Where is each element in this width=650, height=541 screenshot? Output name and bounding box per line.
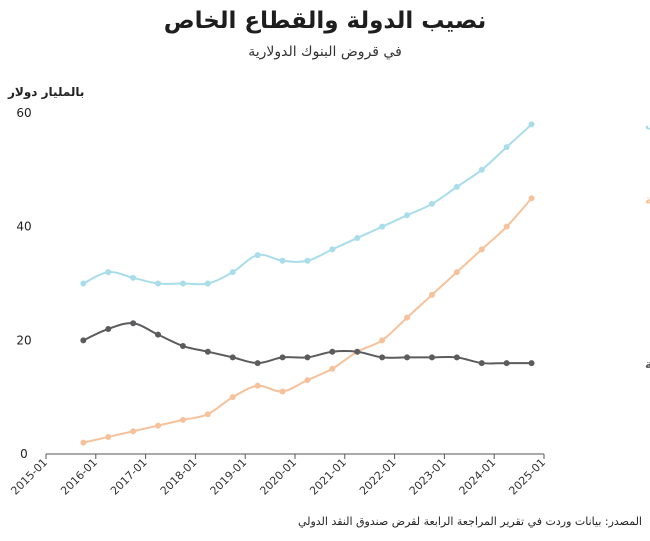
data-point xyxy=(503,144,510,151)
data-point xyxy=(453,269,460,276)
data-point xyxy=(105,325,112,332)
data-point xyxy=(155,280,162,287)
series-label: الدولة xyxy=(645,192,650,207)
x-tick-label: 2024-01 xyxy=(457,456,499,498)
x-tick-label: 2019-01 xyxy=(208,456,250,498)
x-tick-label: 2025-01 xyxy=(506,456,548,498)
data-point xyxy=(130,274,137,281)
source-note: المصدر: بيانات وردت في تقرير المراجعة ال… xyxy=(297,515,642,528)
data-point xyxy=(379,223,386,230)
data-point xyxy=(528,360,535,367)
data-point xyxy=(478,246,485,253)
data-point xyxy=(80,337,87,344)
data-point xyxy=(329,348,336,355)
data-point xyxy=(254,382,261,389)
x-tick-label: 2016-01 xyxy=(58,456,100,498)
data-point xyxy=(428,291,435,298)
data-point xyxy=(229,354,236,361)
chart-subtitle: في قروض البنوك الدولارية xyxy=(248,44,402,60)
chart-title: نصيب الدولة والقطاع الخاص xyxy=(163,8,487,34)
data-point xyxy=(329,365,336,372)
x-tick-label: 2015-01 xyxy=(8,456,50,498)
x-tick-label: 2017-01 xyxy=(108,456,150,498)
data-point xyxy=(105,433,112,440)
y-tick-label: 40 xyxy=(16,220,31,234)
data-point xyxy=(130,320,137,327)
data-point xyxy=(179,280,186,287)
y-tick-label: 20 xyxy=(16,333,31,347)
data-point xyxy=(329,246,336,253)
data-point xyxy=(453,354,460,361)
data-point xyxy=(453,183,460,190)
data-point xyxy=(254,360,261,367)
data-point xyxy=(379,354,386,361)
x-tick-label: 2018-01 xyxy=(158,456,200,498)
series-line xyxy=(83,197,533,444)
data-point xyxy=(428,200,435,207)
data-point xyxy=(155,422,162,429)
data-point xyxy=(130,428,137,435)
data-point xyxy=(179,343,186,350)
data-point xyxy=(204,280,211,287)
data-point xyxy=(279,257,286,264)
data-point xyxy=(304,377,311,384)
series-label: إجمالي التمويلات xyxy=(645,118,650,133)
data-point xyxy=(279,354,286,361)
series-label: الشركات غير المالية xyxy=(645,357,650,371)
data-point xyxy=(254,252,261,259)
data-point xyxy=(354,348,361,355)
data-point xyxy=(503,360,510,367)
data-point xyxy=(229,394,236,401)
data-point xyxy=(354,235,361,242)
data-point xyxy=(304,257,311,264)
data-point xyxy=(428,354,435,361)
data-point xyxy=(503,223,510,230)
data-point xyxy=(80,439,87,446)
data-point xyxy=(304,354,311,361)
data-point xyxy=(179,416,186,423)
data-point xyxy=(229,269,236,276)
y-axis-unit-label: بالمليار دولار xyxy=(8,85,85,99)
y-tick-label: 60 xyxy=(16,106,31,120)
data-point xyxy=(478,360,485,367)
data-point xyxy=(404,354,411,361)
data-point xyxy=(404,212,411,219)
x-tick-label: 2020-01 xyxy=(257,456,299,498)
x-tick-label: 2022-01 xyxy=(357,456,399,498)
data-point xyxy=(204,411,211,418)
data-point xyxy=(105,269,112,276)
data-point xyxy=(155,331,162,338)
data-point xyxy=(528,121,535,128)
data-point xyxy=(204,348,211,355)
data-point xyxy=(404,314,411,321)
data-point xyxy=(478,166,485,173)
data-point xyxy=(379,337,386,344)
x-tick-label: 2023-01 xyxy=(407,456,449,498)
data-point xyxy=(80,280,87,287)
x-tick-label: 2021-01 xyxy=(307,456,349,498)
y-tick-label: 0 xyxy=(20,447,28,461)
data-point xyxy=(279,388,286,395)
data-point xyxy=(528,195,535,202)
